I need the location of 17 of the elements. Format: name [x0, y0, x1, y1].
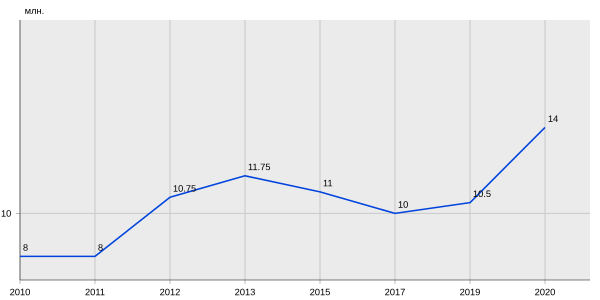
x-tick-label: 2017: [385, 288, 405, 296]
data-label: 8: [98, 244, 103, 251]
data-label: 10.75: [174, 185, 196, 192]
x-tick-label: 2015: [310, 288, 330, 296]
x-tick-label: 2019: [460, 288, 480, 296]
x-tick-label: 2012: [160, 288, 180, 296]
data-label: 8: [23, 244, 28, 251]
data-label: 11: [324, 180, 332, 186]
data-label: 14: [548, 115, 558, 122]
x-tick-label: 2013: [235, 288, 255, 296]
x-tick-label: 2010: [10, 288, 30, 296]
x-tick-label: 2011: [85, 288, 105, 296]
x-tick-label: 2020: [535, 288, 555, 296]
data-label: 10: [398, 201, 408, 208]
y-axis-title: млн.: [25, 8, 44, 14]
data-label: 11.75: [248, 164, 270, 170]
ref-line-label: 10: [2, 210, 11, 217]
